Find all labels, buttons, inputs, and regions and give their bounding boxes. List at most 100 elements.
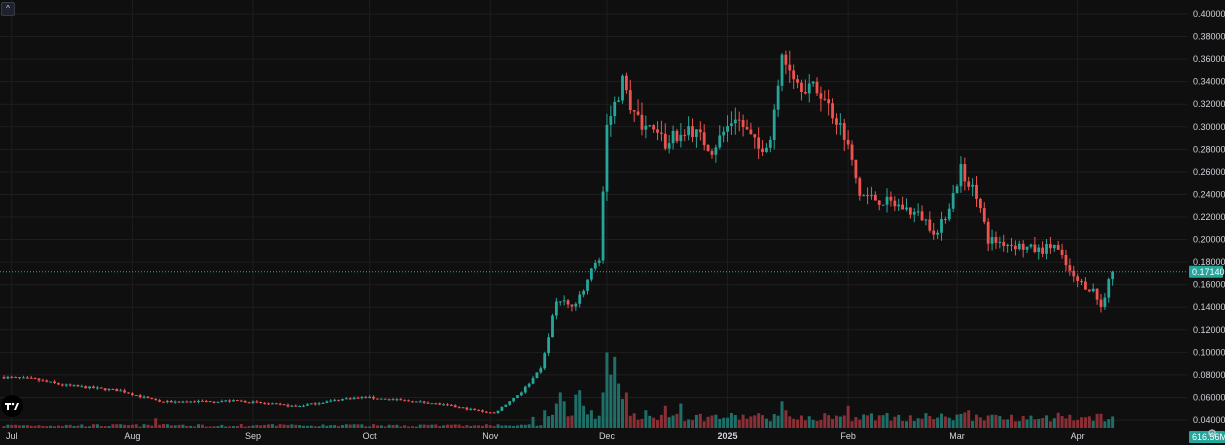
candle-body	[621, 75, 624, 101]
candle-body	[403, 400, 407, 402]
volume-bar	[150, 425, 154, 428]
volume-bar	[290, 424, 294, 428]
volume-bar	[543, 410, 547, 428]
volume-bar	[364, 426, 368, 428]
volume-bar	[422, 424, 426, 428]
candle-body	[92, 386, 95, 389]
volume-bar	[193, 426, 197, 428]
candle-body	[364, 397, 368, 399]
volume-bar	[904, 421, 908, 428]
volume-bar	[628, 415, 632, 428]
candle-body	[823, 98, 827, 100]
candle-body	[473, 408, 477, 410]
volume-bar	[41, 425, 45, 428]
volume-bar	[173, 425, 177, 428]
volume-bar	[566, 416, 570, 428]
volume-bar	[251, 425, 255, 428]
volume-bar	[2, 426, 6, 428]
volume-bar	[469, 426, 473, 428]
volume-bar	[76, 425, 80, 428]
volume-bar	[889, 420, 893, 428]
settings-button[interactable]: ⚙	[1206, 428, 1218, 440]
price-tick-label: 0.26000	[1193, 167, 1225, 177]
candle-body	[10, 376, 14, 378]
collapse-button[interactable]: ^	[1, 2, 15, 16]
candle-body	[119, 390, 123, 392]
volume-bar	[298, 425, 302, 428]
volume-bar	[317, 426, 321, 428]
candle-body	[554, 301, 558, 316]
price-tick-label: 0.22000	[1193, 212, 1225, 222]
volume-bar	[379, 425, 383, 428]
volume-bar	[796, 419, 800, 428]
candle-body	[286, 404, 290, 407]
volume-bar	[197, 424, 200, 428]
candle-body	[850, 144, 854, 160]
candle-body	[695, 129, 698, 138]
candle-body	[609, 116, 613, 125]
volume-bar	[718, 418, 722, 428]
volume-bar	[1025, 419, 1029, 428]
time-axis[interactable]: Jul Aug Sep Oct Nov Dec 2025 Feb Mar Apr	[6, 431, 1085, 441]
candle-body	[1060, 249, 1064, 255]
candle-body	[6, 376, 10, 379]
price-tick-label: 0.16000	[1193, 280, 1225, 290]
volume-bar	[636, 419, 640, 428]
candlesticks	[2, 50, 1115, 414]
candle-body	[519, 392, 523, 396]
candle-body	[430, 403, 434, 405]
candle-body	[1017, 243, 1021, 250]
volume-bar	[45, 426, 49, 428]
volume-bar	[881, 415, 885, 428]
candle-body	[1091, 288, 1095, 292]
candle-body	[963, 164, 967, 182]
volume-bar	[37, 425, 41, 428]
volume-bar	[449, 424, 453, 428]
candle-body	[792, 70, 796, 80]
candle-body	[76, 385, 80, 387]
volume-bar	[967, 410, 971, 428]
candle-body	[337, 399, 340, 401]
candle-body	[613, 101, 617, 117]
candle-body	[908, 207, 912, 215]
candle-body	[593, 262, 597, 269]
volume-bar	[1099, 413, 1103, 428]
candle-body	[49, 381, 53, 383]
volume-bar	[764, 418, 768, 428]
candle-body	[951, 193, 955, 209]
tradingview-logo[interactable]	[1, 395, 23, 417]
candle-body	[64, 384, 68, 386]
volume-bar	[761, 415, 765, 428]
volume-bar	[442, 425, 446, 428]
volume-bar	[869, 413, 873, 428]
candle-body	[1021, 243, 1025, 250]
volume-bar	[309, 425, 313, 428]
candle-body	[877, 200, 881, 205]
volume-bar	[337, 426, 341, 428]
candle-body	[220, 401, 224, 403]
price-axis[interactable]: 0.40000 0.38000 0.36000 0.34000 0.32000 0.300…	[1193, 9, 1225, 425]
volume-bar	[1013, 421, 1017, 428]
candle-body	[477, 409, 480, 411]
volume-bar	[169, 425, 173, 428]
volume-bar	[1021, 416, 1025, 428]
volume-bar	[648, 415, 652, 428]
volume-bar	[263, 424, 267, 428]
candle-body	[103, 388, 107, 391]
candle-body	[772, 109, 776, 140]
candle-body	[504, 404, 508, 407]
candle-body	[683, 134, 687, 136]
volume-bar	[88, 426, 92, 428]
candle-body	[115, 389, 119, 392]
candle-body	[975, 184, 978, 199]
volume-bar	[232, 426, 236, 428]
candle-body	[897, 204, 901, 207]
volume-bar	[975, 414, 978, 428]
volume-bar	[1060, 416, 1064, 428]
candle-body	[656, 129, 659, 133]
volume-bar	[550, 414, 554, 428]
volume-bar	[457, 424, 461, 428]
candle-body	[1014, 245, 1017, 250]
candle-body	[1095, 288, 1099, 300]
